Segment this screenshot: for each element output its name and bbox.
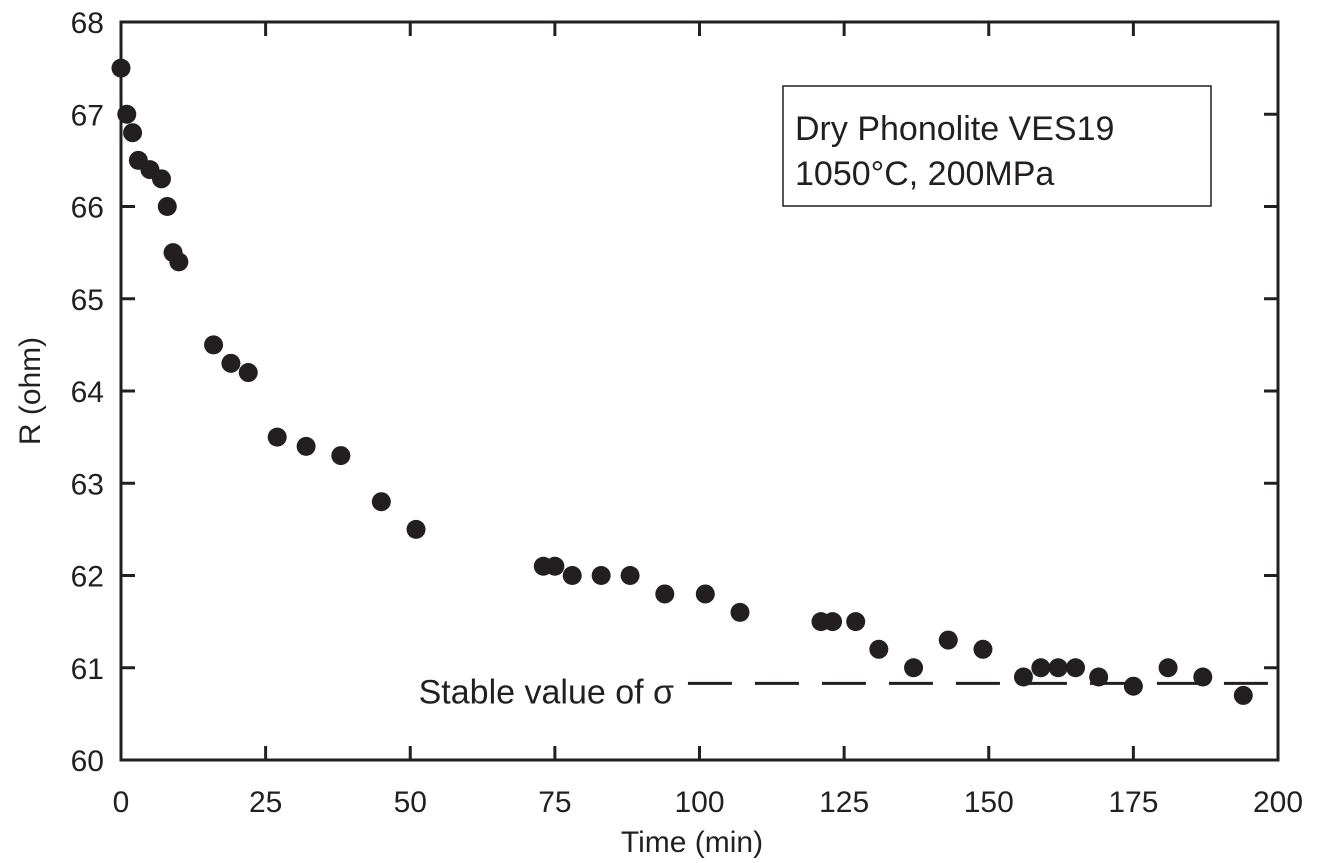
x-tick-label: 25: [249, 786, 282, 819]
legend-line-2: 1050°C, 200MPa: [795, 155, 1054, 193]
data-point: [406, 519, 426, 539]
x-tick-label: 100: [674, 786, 724, 819]
tick-labels: 0 25 50 75 100 125 150 175 200 60 61 62 63 64 65 66 67 68: [71, 7, 1303, 819]
data-point: [221, 353, 241, 373]
data-point: [296, 436, 316, 456]
data-point: [1066, 658, 1086, 678]
data-point: [695, 584, 715, 604]
data-point: [973, 639, 993, 659]
plot-frame: [119, 20, 1280, 762]
data-point: [938, 630, 958, 650]
legend-frame: [782, 85, 1212, 207]
data-point: [846, 612, 866, 632]
y-tick-label: 68: [71, 7, 104, 40]
legend-box: Dry Phonolite VES19 1050°C, 200MPa: [782, 85, 1212, 207]
x-tick-label: 0: [113, 786, 130, 819]
data-point: [1158, 658, 1178, 678]
legend-line-1: Dry Phonolite VES19: [795, 110, 1114, 148]
y-tick-label: 62: [71, 561, 104, 594]
data-point: [1048, 658, 1068, 678]
x-tick-label: 175: [1108, 786, 1158, 819]
stable-value-label: Stable value of σ: [419, 673, 674, 711]
x-tick-label: 75: [538, 786, 571, 819]
data-point: [620, 566, 640, 585]
x-tick-label: 200: [1253, 786, 1303, 819]
x-tick-label: 125: [819, 786, 869, 819]
stable-value-annotation: Stable value of σ: [419, 673, 1278, 711]
data-point: [151, 169, 171, 189]
x-tick-label: 50: [394, 786, 427, 819]
y-tick-label: 60: [71, 745, 104, 778]
data-points: [111, 58, 1253, 705]
y-axis-title: R (ohm): [14, 337, 47, 445]
data-point: [331, 446, 351, 466]
data-point: [1031, 658, 1051, 678]
y-tick-label: 64: [71, 376, 104, 409]
y-tick-label: 65: [71, 284, 104, 317]
x-axis-title: Time (min): [621, 826, 763, 859]
data-point: [1089, 667, 1109, 687]
data-point: [655, 584, 675, 604]
data-point: [823, 612, 843, 632]
data-point: [1233, 685, 1253, 705]
data-point: [1193, 667, 1213, 687]
data-point: [562, 566, 582, 585]
y-tick-label: 63: [71, 468, 104, 501]
y-tick-label: 67: [71, 99, 104, 132]
x-tick-label: 150: [964, 786, 1014, 819]
data-point: [730, 602, 750, 622]
data-point: [267, 427, 287, 447]
data-point: [204, 335, 224, 355]
data-point: [1123, 676, 1143, 696]
data-point: [238, 363, 258, 383]
data-point: [545, 556, 565, 576]
data-point: [157, 197, 177, 216]
data-point: [371, 492, 391, 512]
data-point: [904, 658, 924, 678]
data-point: [591, 566, 611, 585]
data-point: [123, 123, 143, 143]
y-tick-label: 66: [71, 192, 104, 225]
data-point: [1013, 667, 1033, 687]
data-point: [169, 252, 189, 272]
data-point: [869, 639, 889, 659]
y-tick-label: 61: [71, 653, 104, 686]
